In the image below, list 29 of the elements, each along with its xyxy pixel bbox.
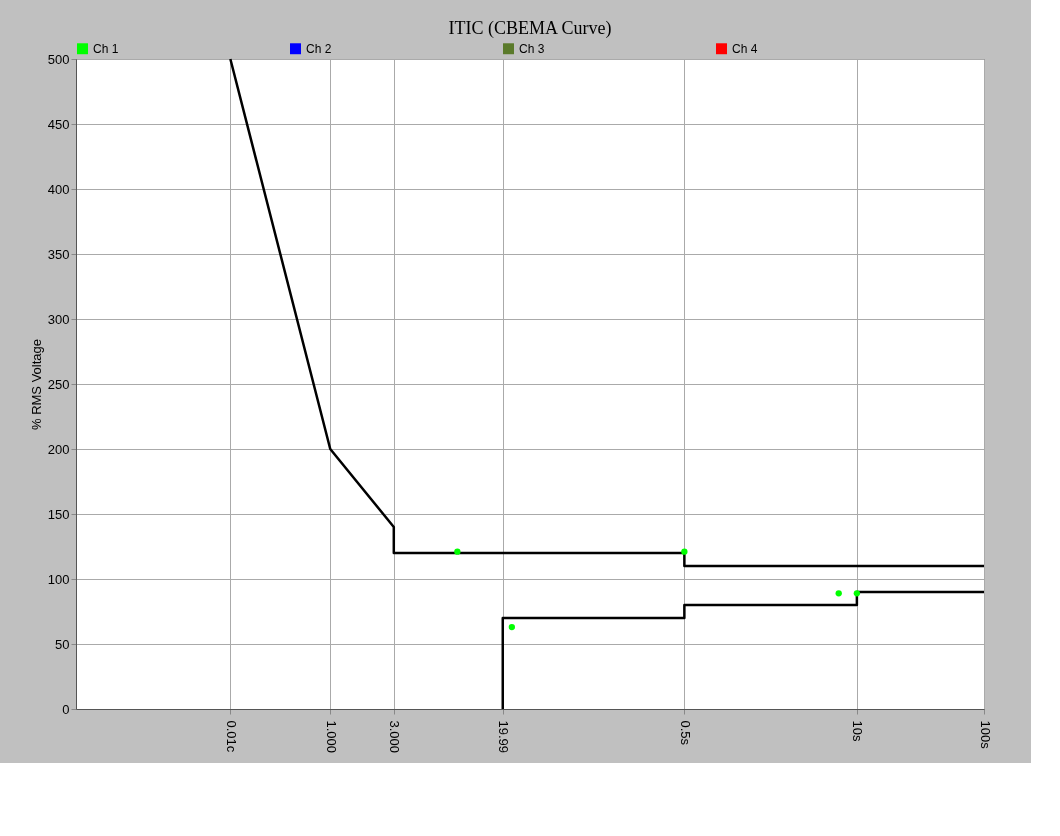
point — [681, 548, 688, 555]
y-tick-label: 0 — [62, 701, 70, 717]
y-tick-label: 400 — [47, 181, 70, 197]
y-tick-label: 250 — [47, 376, 70, 392]
legend-label: Ch 1 — [93, 41, 119, 56]
x-tick-label: 0.5s — [677, 720, 693, 746]
point — [508, 623, 515, 631]
x-tick-label: 0.01c — [223, 720, 239, 753]
legend-label: Ch 2 — [306, 41, 332, 56]
y-tick-label: 50 — [55, 636, 70, 652]
y-tick-label: 450 — [47, 116, 70, 132]
x-tick-label: 100s — [977, 720, 993, 750]
x-tick-label: 10s — [850, 720, 866, 742]
chart-title: ITIC (CBEMA Curve) — [448, 18, 612, 39]
legend-label: Ch 3 — [519, 41, 545, 56]
x-tick-label: 3.000 — [387, 720, 403, 754]
y-tick-label: 500 — [47, 51, 70, 67]
y-tick-label: 100 — [47, 571, 70, 587]
y-tick-label: 150 — [47, 506, 70, 522]
y-axis-title: % RMS Voltage — [28, 338, 44, 431]
y-tick-label: 200 — [47, 441, 70, 457]
x-tick-label: 1.000 — [323, 720, 339, 754]
x-tick-label: 19.99 — [496, 720, 512, 754]
y-tick-label: 350 — [47, 246, 70, 262]
point — [454, 548, 461, 555]
point — [835, 590, 842, 597]
legend-label: Ch 4 — [732, 41, 758, 56]
y-tick-label: 300 — [47, 311, 70, 327]
point — [853, 590, 861, 597]
